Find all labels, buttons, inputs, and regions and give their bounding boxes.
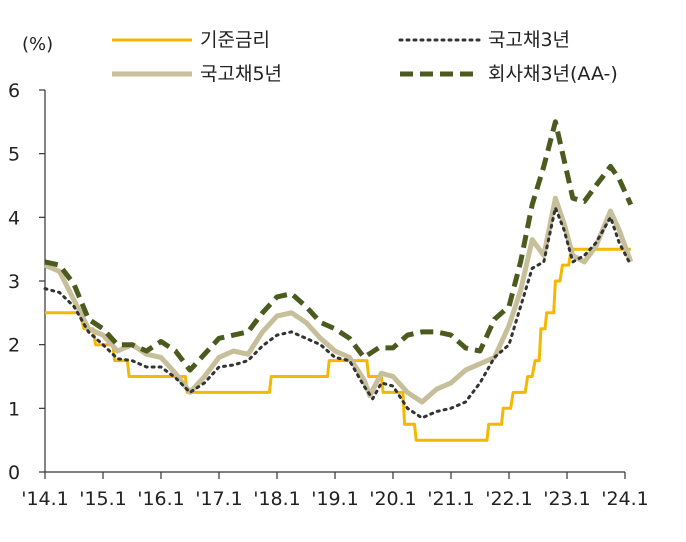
y-tick-label: 3 [8,271,20,293]
tick-labels: 0 1 2 3 4 5 6 '14.1 '15.1 '16.1 '17.1 '18.1 '19.1 '20… [8,80,649,510]
legend-label: 기준금리 [200,29,270,51]
y-tick-label: 0 [8,462,20,484]
series-line-4 [44,119,634,373]
legend-label: 회사채3년(AA-) [488,63,618,85]
x-tick-label: '14.1 [21,488,69,510]
x-tick-label: '20.1 [369,488,417,510]
series-line-2 [43,206,633,420]
x-tick-label: '22.1 [485,488,533,510]
y-tick-label: 2 [8,335,20,357]
y-tick-label: 5 [8,144,20,166]
x-tick-label: '23.1 [543,488,591,510]
series-line-1 [45,247,631,442]
x-tick-label: '24.1 [601,488,649,510]
x-tick-label: '21.1 [427,488,475,510]
unit-label: (%) [22,34,53,55]
legend-label: 국고채5년 [200,63,282,85]
x-tick-label: '18.1 [253,488,301,510]
y-tick-label: 6 [8,80,20,102]
legend-label: 국고채3년 [488,29,570,51]
series-line-3 [44,195,634,405]
x-tick-label: '16.1 [137,488,185,510]
y-tick-label: 4 [8,207,20,229]
x-tick-label: '17.1 [195,488,243,510]
plot-area [43,119,634,442]
y-tick-label: 1 [8,398,20,420]
x-tick-label: '15.1 [79,488,127,510]
axes [39,89,626,479]
x-tick-label: '19.1 [311,488,359,510]
